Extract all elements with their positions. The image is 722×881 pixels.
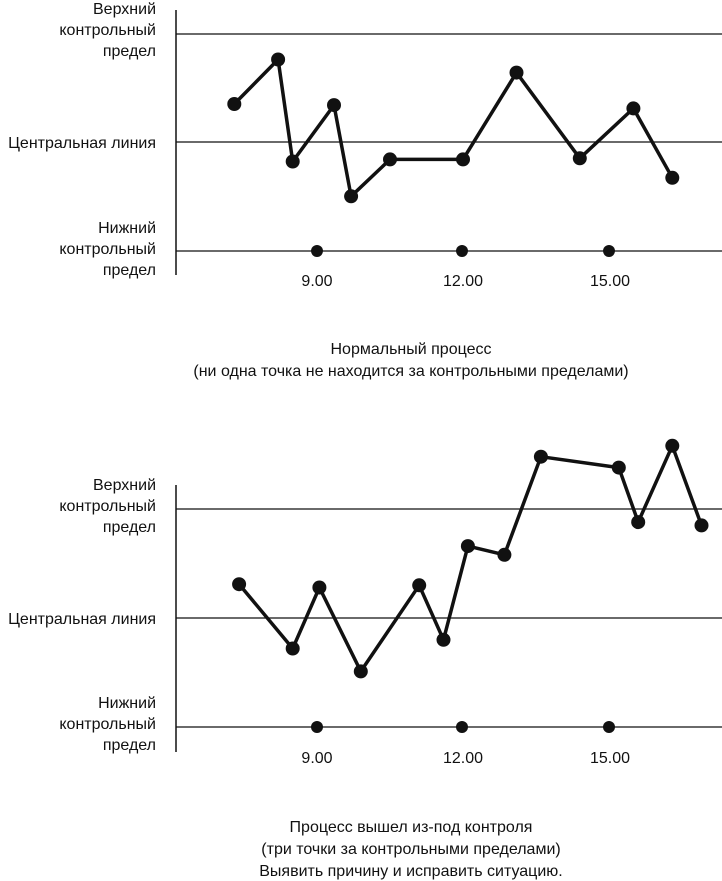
data-point	[344, 189, 359, 204]
x-tick-label: 9.00	[301, 750, 332, 767]
data-point	[327, 98, 341, 113]
data-point	[456, 152, 470, 167]
lower-limit-label-line-1: Нижний	[98, 695, 156, 712]
upper-limit-label-line-1: Верхний	[93, 1, 156, 18]
data-point	[631, 515, 646, 530]
data-point	[412, 578, 427, 593]
data-point	[232, 577, 247, 592]
upper-limit-label-line-2: контрольный	[59, 22, 156, 39]
data-point	[271, 52, 286, 67]
caption-line-1: Процесс вышел из-под контроля	[290, 819, 533, 836]
data-point	[509, 65, 524, 80]
data-point	[665, 170, 680, 185]
data-point	[572, 151, 587, 166]
chart-out-of-control-process: Верхний контрольный предел Центральная л…	[8, 438, 722, 880]
data-point	[383, 152, 397, 167]
caption-line-3: Выявить причину и исправить ситуацию.	[259, 863, 562, 880]
upper-limit-label-line-3: предел	[103, 519, 156, 536]
lower-limit-label-line-2: контрольный	[59, 716, 156, 733]
data-point	[285, 154, 300, 169]
lower-limit-label-line-3: предел	[103, 737, 156, 754]
data-point	[312, 580, 327, 595]
lower-limit-label-line-2: контрольный	[59, 241, 156, 258]
data-point	[227, 97, 242, 111]
data-point	[665, 438, 680, 453]
x-tick-marker	[456, 245, 468, 257]
lower-limit-label-line-3: предел	[103, 262, 156, 279]
series-line	[233, 57, 674, 199]
data-point	[460, 539, 475, 554]
data-point	[533, 449, 548, 464]
x-tick-label: 12.00	[443, 273, 483, 290]
upper-limit-label-line-1: Верхний	[93, 477, 156, 494]
series-line	[237, 444, 704, 674]
x-tick-marker	[456, 721, 468, 733]
upper-limit-label-line-3: предел	[103, 43, 156, 60]
x-tick-label: 15.00	[590, 273, 630, 290]
data-point	[611, 460, 626, 475]
caption-line-2: (ни одна точка не находится за контрольн…	[193, 363, 628, 380]
data-point	[497, 547, 512, 562]
chart-normal-process: Верхний контрольный предел Центральная л…	[8, 1, 722, 380]
x-tick-label: 12.00	[443, 750, 483, 767]
lower-limit-label-line-1: Нижний	[98, 220, 156, 237]
data-point	[353, 664, 368, 679]
caption-line-2: (три точки за контрольными пределами)	[261, 841, 560, 858]
data-point	[285, 641, 300, 656]
x-tick-marker	[311, 721, 323, 733]
center-line-label: Центральная линия	[8, 611, 156, 628]
data-point	[626, 101, 641, 116]
center-line-label: Центральная линия	[8, 135, 156, 152]
x-tick-marker	[603, 721, 615, 733]
data-point	[694, 518, 709, 533]
x-tick-label: 9.00	[301, 273, 332, 290]
x-tick-marker	[311, 245, 323, 257]
data-point	[436, 632, 451, 647]
x-tick-label: 15.00	[590, 750, 630, 767]
caption-line-1: Нормальный процесс	[331, 341, 492, 358]
upper-limit-label-line-2: контрольный	[59, 498, 156, 515]
x-tick-marker	[603, 245, 615, 257]
